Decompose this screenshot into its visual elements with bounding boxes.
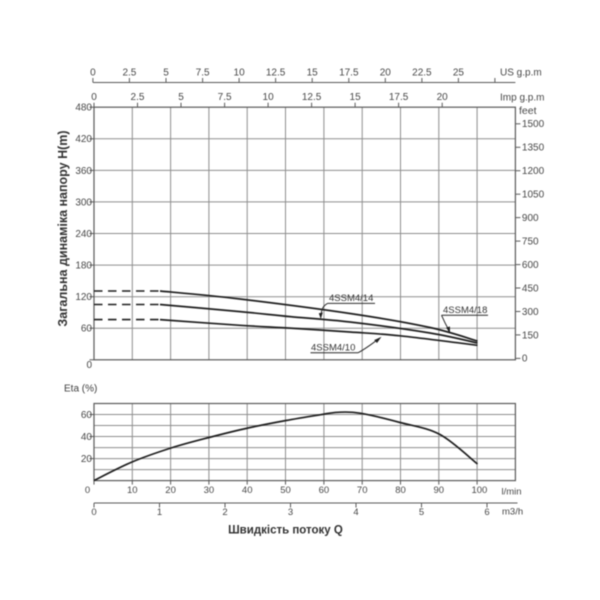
svg-text:7.5: 7.5	[196, 68, 210, 79]
svg-text:300: 300	[75, 197, 92, 208]
svg-text:600: 600	[522, 260, 539, 271]
svg-text:0: 0	[90, 68, 96, 79]
svg-text:5: 5	[163, 68, 169, 79]
svg-text:60: 60	[319, 485, 330, 496]
svg-text:5: 5	[178, 92, 184, 103]
svg-text:20: 20	[81, 454, 93, 465]
svg-text:feet: feet	[519, 105, 537, 117]
svg-text:60: 60	[81, 324, 93, 335]
svg-text:15: 15	[307, 68, 319, 79]
svg-text:0: 0	[85, 485, 90, 496]
svg-text:30: 30	[204, 485, 215, 496]
svg-text:240: 240	[75, 229, 92, 240]
svg-text:3: 3	[288, 507, 293, 518]
svg-text:900: 900	[522, 213, 539, 224]
svg-text:90: 90	[434, 485, 445, 496]
svg-text:4SSM4/10: 4SSM4/10	[311, 343, 355, 354]
svg-text:Imp g.p.m: Imp g.p.m	[500, 93, 544, 104]
svg-text:60: 60	[81, 410, 93, 421]
svg-text:0: 0	[91, 507, 96, 518]
svg-text:6: 6	[484, 507, 489, 518]
svg-text:Загальна динаміка напору H(m): Загальна динаміка напору H(m)	[56, 130, 70, 326]
svg-text:4SSM4/14: 4SSM4/14	[329, 293, 373, 304]
svg-text:450: 450	[522, 283, 539, 294]
svg-text:1500: 1500	[522, 119, 545, 130]
svg-text:US g.p.m: US g.p.m	[500, 68, 542, 79]
svg-text:0: 0	[91, 92, 97, 103]
svg-text:1200: 1200	[522, 166, 545, 177]
svg-text:20: 20	[380, 68, 392, 79]
svg-text:0: 0	[522, 354, 528, 365]
svg-text:2.5: 2.5	[131, 92, 145, 103]
svg-text:40: 40	[81, 432, 93, 443]
svg-text:1350: 1350	[522, 143, 545, 154]
svg-text:50: 50	[280, 485, 291, 496]
svg-text:1050: 1050	[522, 190, 545, 201]
svg-text:Швидкість потоку Q: Швидкість потоку Q	[228, 525, 343, 537]
svg-text:20: 20	[437, 92, 449, 103]
svg-text:17.5: 17.5	[339, 68, 359, 79]
svg-text:2.5: 2.5	[122, 68, 136, 79]
svg-text:70: 70	[357, 485, 368, 496]
svg-text:10: 10	[263, 92, 275, 103]
svg-text:360: 360	[75, 166, 92, 177]
svg-text:4SSM4/18: 4SSM4/18	[443, 305, 487, 316]
svg-text:12.5: 12.5	[266, 68, 286, 79]
svg-text:m3/h: m3/h	[502, 507, 523, 518]
svg-text:150: 150	[522, 330, 539, 341]
svg-text:480: 480	[75, 103, 92, 114]
svg-text:420: 420	[75, 134, 92, 145]
svg-text:750: 750	[522, 237, 539, 248]
svg-text:0: 0	[86, 360, 92, 371]
svg-text:120: 120	[75, 292, 92, 303]
svg-text:Eta (%): Eta (%)	[64, 384, 97, 395]
svg-text:1: 1	[157, 507, 162, 518]
svg-text:10: 10	[234, 68, 246, 79]
svg-text:40: 40	[242, 485, 253, 496]
svg-text:10: 10	[127, 485, 138, 496]
svg-text:15: 15	[350, 92, 362, 103]
svg-text:l/min: l/min	[502, 487, 522, 498]
svg-text:22.5: 22.5	[412, 68, 432, 79]
svg-text:180: 180	[75, 261, 92, 272]
svg-text:12.5: 12.5	[302, 92, 322, 103]
svg-text:5: 5	[419, 507, 424, 518]
svg-text:25: 25	[453, 68, 465, 79]
svg-text:4: 4	[353, 507, 358, 518]
svg-text:7.5: 7.5	[218, 92, 232, 103]
svg-text:17.5: 17.5	[389, 92, 409, 103]
svg-text:2: 2	[222, 507, 227, 518]
svg-text:100: 100	[471, 485, 487, 496]
svg-text:300: 300	[522, 307, 539, 318]
svg-text:80: 80	[395, 485, 406, 496]
svg-text:20: 20	[165, 485, 176, 496]
